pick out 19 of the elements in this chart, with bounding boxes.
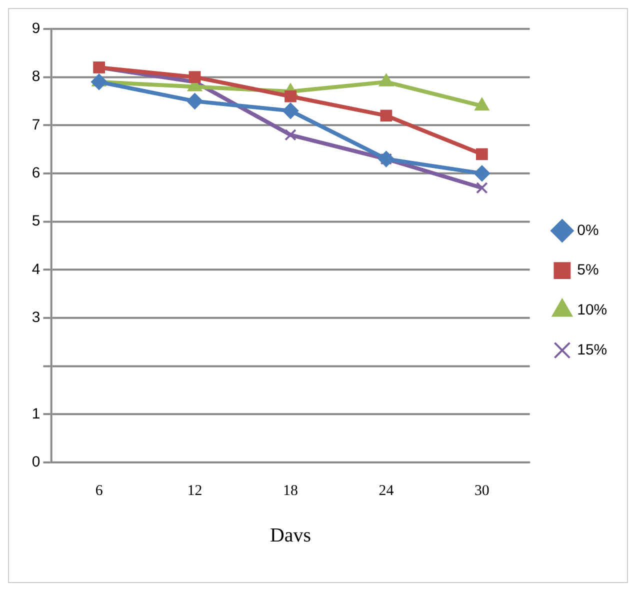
x-tick-label: 24	[378, 483, 394, 500]
y-tick-label: 4	[32, 260, 40, 278]
legend-label: 0%	[577, 222, 599, 239]
legend-label: 15%	[577, 341, 608, 358]
y-tick-label: 3	[32, 309, 40, 326]
y-tick-label: 1	[32, 405, 40, 422]
legend-label: 10%	[577, 302, 608, 319]
y-tick-label: 6	[32, 164, 40, 182]
y-tick-label: 5	[32, 212, 40, 230]
x-tick-label: 6	[95, 483, 104, 500]
x-tick-label: 30	[474, 483, 490, 500]
y-tick-label: 8	[32, 68, 40, 86]
x-tick-label: 18	[283, 483, 298, 500]
x-axis-title: Davs	[270, 524, 312, 546]
y-tick-label: 9	[32, 20, 40, 38]
y-tick-label: 7	[32, 116, 40, 134]
y-tick-label: 0	[32, 454, 40, 471]
legend-label: 5%	[577, 262, 599, 279]
x-tick-label: 12	[187, 483, 202, 500]
